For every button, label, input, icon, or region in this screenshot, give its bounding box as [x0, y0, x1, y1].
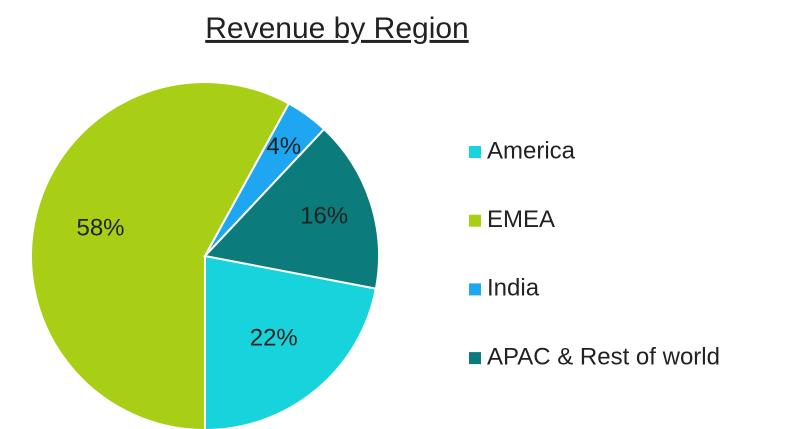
legend-label: India — [487, 275, 540, 302]
legend-swatch — [469, 352, 481, 365]
data-label: 16% — [300, 203, 348, 230]
pie-slice — [203, 127, 380, 290]
legend-swatch — [469, 214, 481, 227]
data-label: 4% — [266, 133, 301, 160]
pie-slice — [204, 254, 378, 429]
legend-swatch — [469, 146, 481, 158]
data-label: 58% — [76, 215, 124, 242]
chart-title: Revenue by Region — [205, 12, 469, 45]
pie-slice — [29, 81, 291, 429]
data-label: 22% — [250, 324, 298, 351]
legend-label: APAC & Rest of world — [487, 343, 720, 370]
legend-label: EMEA — [487, 206, 555, 233]
legend-label: America — [487, 137, 576, 164]
legend-swatch — [469, 283, 481, 296]
